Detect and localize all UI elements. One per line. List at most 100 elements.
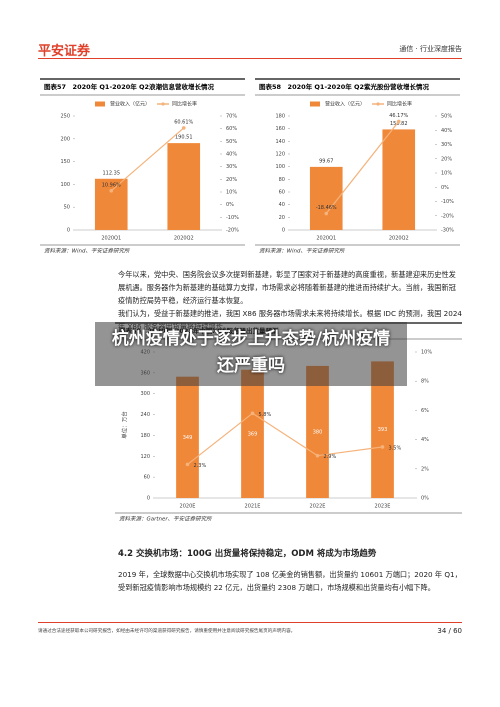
data-label: 158.82 (390, 121, 408, 127)
y-tick-label: 0 (147, 496, 150, 502)
y-tick-label: 140 (275, 139, 285, 145)
legend-swatch (310, 101, 320, 107)
legend-swatch (376, 102, 380, 106)
data-label: 3.5% (389, 445, 402, 451)
paragraph: 2019 年，全球数据中心交换机市场实现了 108 亿美金的销售额，出货量约 1… (118, 570, 462, 592)
banner-line: 杭州疫情处于逐步上升态势/杭州疫情 (111, 329, 391, 349)
bar (371, 361, 394, 498)
data-label: -18.46% (316, 205, 337, 211)
line-point (380, 445, 385, 449)
chart-title: 图表58 2020年 Q1-2020年 Q2紫光股份营收增长情况 (259, 82, 430, 91)
data-label: 60.61% (174, 119, 193, 125)
line-point (396, 119, 401, 124)
footer-rule (38, 622, 462, 623)
y2-tick-label: 30% (441, 142, 452, 148)
y-tick-label: 200 (60, 136, 70, 142)
bar (382, 129, 416, 230)
y2-tick-label: 10% (226, 190, 237, 196)
y2-tick-label: 2% (421, 466, 429, 472)
source-note: 资料来源：Gartner、平安证券研究所 (119, 516, 213, 523)
y2-tick-label: 50% (441, 114, 452, 120)
data-label: 112.35 (103, 170, 121, 176)
x-tick-label: 2021E (245, 504, 261, 510)
section-heading: 4.2 交换机市场：100G 出货量将保持稳定，ODM 将成为市场趋势 (118, 549, 377, 559)
y-tick-label: 0 (67, 228, 70, 234)
bar (306, 365, 329, 498)
bar (167, 143, 201, 230)
y2-tick-label: 8% (421, 379, 429, 385)
y-tick-label: 0 (282, 228, 285, 234)
y-tick-label: 250 (60, 114, 70, 120)
y2-tick-label: -30% (441, 228, 454, 234)
disclaimer: 请通过合法途径获取本公司研究报告，如经由未经许可的渠道获得研究报告，请慎重使用并… (38, 629, 296, 634)
line-point (324, 211, 329, 216)
y-tick-label: 60 (279, 190, 285, 196)
line-series (110, 127, 185, 192)
y-tick-label: 120 (275, 152, 285, 158)
y2-tick-label: 70% (226, 114, 237, 120)
y2-tick-label: -10% (441, 199, 454, 205)
y-tick-label: 240 (140, 412, 150, 418)
data-label: 46.17% (389, 113, 408, 119)
line-point (185, 462, 190, 467)
legend-label: 营业收入（亿元） (110, 101, 150, 108)
y2-tick-label: 40% (441, 128, 452, 134)
y2-tick-label: 4% (421, 437, 429, 443)
y2-tick-label: 20% (226, 177, 237, 183)
y-tick-label: 180 (275, 114, 285, 120)
y-tick-label: 120 (140, 454, 150, 460)
y2-tick-label: 6% (421, 408, 429, 414)
line-point (109, 188, 114, 193)
x-tick-label: 2020E (180, 504, 196, 510)
data-label: 369 (248, 431, 258, 437)
data-label: 393 (378, 427, 388, 433)
y2-tick-label: 30% (226, 164, 237, 170)
y-tick-label: 100 (275, 164, 285, 170)
line-point (315, 453, 320, 458)
banner-line: 还严重吗 (217, 356, 285, 376)
chart-title: 图表57 2020年 Q1-2020年 Q2浪潮信息营收增长情况 (44, 82, 215, 91)
y2-tick-label: 0% (226, 202, 234, 208)
y2-tick-label: 50% (226, 139, 237, 145)
y-tick-label: 60 (144, 475, 150, 481)
source-note: 资料来源：Wind、平安证券研究所 (44, 248, 131, 255)
y2-tick-label: 60% (226, 126, 237, 132)
bar (309, 166, 343, 230)
header-rule (38, 58, 462, 59)
y2-tick-label: -20% (441, 213, 454, 219)
data-label: 190.51 (175, 135, 193, 141)
section-label: 通信 · 行业深度报告 (399, 45, 462, 53)
y2-tick-label: 0% (441, 185, 449, 191)
y2-tick-label: -10% (226, 215, 239, 221)
y2-tick-label: 0% (421, 496, 429, 502)
line-series (325, 121, 400, 214)
data-label: 5.8% (259, 412, 272, 418)
data-label: 380 (313, 429, 323, 435)
y2-tick-label: 20% (441, 156, 452, 162)
line-point (181, 126, 186, 130)
logo: 平安证券 (38, 44, 91, 59)
y-tick-label: 80 (279, 177, 285, 183)
line-point (250, 411, 255, 416)
data-label: 2.9% (324, 454, 337, 460)
x-tick-label: 2020Q2 (174, 236, 194, 242)
bar (241, 369, 264, 498)
y-tick-label: 180 (140, 433, 150, 439)
bar (94, 178, 128, 230)
x-tick-label: 2022E (310, 504, 326, 510)
page-number: 34 / 60 (437, 627, 462, 635)
chart: 图表57 2020年 Q1-2020年 Q2浪潮信息营收增长情况营业收入（亿元）… (40, 78, 245, 255)
data-label: 99.67 (319, 158, 333, 164)
data-label: 2.3% (194, 463, 207, 469)
y2-tick-label: 10% (421, 350, 432, 356)
legend-swatch (161, 102, 165, 106)
x-tick-label: 2020Q2 (389, 236, 409, 242)
paragraph: 今年以来，党中央、国务院会议多次提到新基建，彰显了国家对于新基建的高度重视，新基… (118, 270, 456, 305)
y-tick-label: 150 (60, 159, 70, 165)
y-tick-label: 20 (279, 215, 285, 221)
x-tick-label: 2020Q1 (316, 236, 336, 242)
legend-swatch (95, 101, 105, 107)
data-label: 10.96% (102, 182, 121, 188)
bar (176, 376, 199, 498)
